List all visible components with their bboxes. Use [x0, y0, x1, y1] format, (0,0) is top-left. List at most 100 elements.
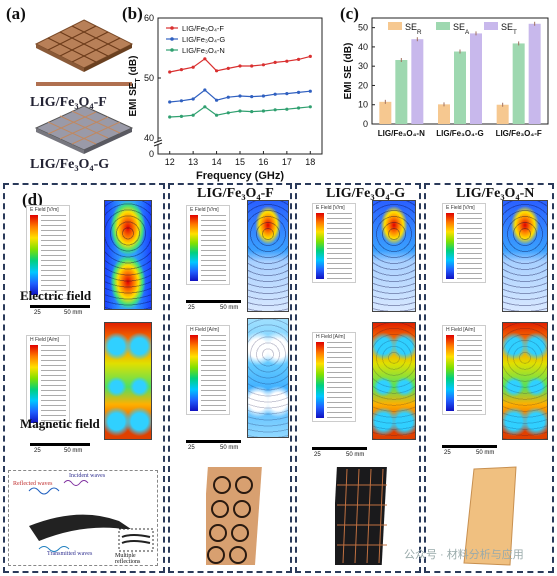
scale-right-h-col1: 50 mm [64, 448, 83, 454]
series-2-point-9 [273, 108, 277, 112]
bar-1-1 [454, 51, 466, 124]
row-label-electric: Electric field [20, 288, 92, 303]
series-0-point-8 [261, 63, 266, 67]
legend-h-title: H Field [A/m] [30, 337, 59, 343]
scale-bar-h-f [186, 440, 241, 443]
series-2-point-2 [191, 113, 195, 117]
series-line-0 [169, 55, 311, 73]
series-1-point-4 [214, 98, 219, 102]
scale-bar-h-n [442, 445, 497, 448]
column-title-n: LIG/Fe₃O₄-N [456, 186, 535, 201]
series-0-point-9 [273, 60, 277, 64]
series-1-point-6 [238, 94, 242, 98]
c-x-tick-label-0: LIG/Fe₃O₄-N [378, 129, 425, 138]
series-2-point-1 [179, 114, 184, 118]
x-tick-label-2: 14 [212, 157, 222, 167]
panel-d-col-g [295, 183, 421, 573]
e-field-map-col1 [104, 200, 152, 310]
c-legend-label-2: SET [501, 22, 517, 36]
legend-marker-1 [170, 37, 174, 41]
chart-c-bar: 0 10 20 30 40 50 LIG/Fe₃O₄-N LIG/Fe₃O₄-G LIG/Fe₃… [343, 17, 549, 138]
scale-bar-h-col1 [30, 443, 90, 446]
label-reflected-waves: Reflected waves [13, 481, 53, 487]
label-device-f: LIG/Fe₃O₄-F [30, 95, 107, 110]
legend-h-col-n: H Field [A/m] [442, 325, 486, 415]
legend-e-col-n: E Field [V/m] [442, 203, 486, 283]
chart-b-line: 12 13 14 15 16 17 18 40 50 60 0 LIG/Fe₃O₄-F LIG/Fe₃O… [128, 13, 323, 182]
legend-h-col-g: H Field [A/m] [312, 332, 356, 422]
series-2-point-12 [308, 105, 312, 109]
label-device-g: LIG/Fe₃O₄-G [30, 157, 110, 172]
axis-break-gap [155, 141, 161, 145]
bar-0-0 [379, 101, 392, 124]
series-0-point-0 [168, 70, 172, 74]
bar-1-0 [438, 104, 450, 124]
c-x-tick-label-2: LIG/Fe₃O₄-F [496, 129, 542, 138]
series-0-point-10 [285, 59, 289, 63]
x-axis-label: Frequency (GHz) [196, 170, 284, 182]
legend-h-col1: H Field [A/m] [26, 335, 70, 427]
axis-break-mark-2 [153, 142, 163, 147]
series-2-point-11 [296, 106, 301, 110]
x-tick-label-4: 16 [258, 157, 268, 167]
panel-label-c: (c) [340, 4, 359, 23]
column-title-f: LIG/Fe₃O₄-F [197, 186, 274, 201]
series-1-point-10 [285, 92, 289, 96]
series-1-point-0 [168, 100, 172, 104]
c-x-tick-label-1: LIG/Fe₃O₄-G [436, 129, 484, 138]
h-field-map-col1 [104, 322, 152, 440]
legend-e-title-f: E Field [V/m] [190, 207, 219, 213]
panel-d-col-overview [3, 183, 165, 573]
series-2-point-5 [226, 111, 230, 115]
panel-label-b: (b) [122, 4, 143, 23]
legend-h-col-f: H Field [A/m] [186, 325, 230, 415]
series-1-point-12 [308, 89, 312, 93]
series-1-point-2 [191, 97, 195, 101]
scale-left-e-col1: 25 [34, 310, 41, 316]
series-0-point-5 [226, 66, 230, 70]
bar-0-1 [395, 60, 408, 124]
c-legend-swatch-2 [484, 22, 498, 30]
legend-e-title-g: E Field [V/m] [316, 205, 345, 211]
series-0-point-3 [203, 57, 207, 61]
transmitted-wave [38, 546, 70, 552]
column-title-g: LIG/Fe₃O₄-G [326, 186, 406, 201]
scale-right-e-col1: 50 mm [64, 310, 83, 316]
legend-label-2: LIG/Fe₃O₄-N [182, 46, 225, 55]
e-field-map-f [247, 200, 289, 312]
legend-marker-2 [170, 48, 174, 52]
watermark: 公众号 · 材料分析与应用 [404, 549, 524, 561]
bar-0-2 [411, 39, 424, 125]
schematic-drawing [28, 480, 154, 552]
c-y-tick-label-2: 20 [358, 80, 368, 90]
series-1-point-8 [261, 94, 266, 98]
series-0-point-2 [191, 65, 195, 69]
series-2-point-4 [214, 113, 219, 117]
series-0-point-12 [308, 54, 312, 59]
scale-left-e-f: 25 [188, 305, 195, 311]
series-1-point-7 [250, 95, 254, 99]
label-multiple-reflections: Multiple reflections [115, 553, 141, 565]
c-y-tick-label-1: 10 [358, 100, 368, 110]
series-2-point-8 [261, 109, 266, 113]
c-y-tick-label-5: 50 [358, 23, 368, 33]
scale-left-h-f: 25 [188, 445, 195, 451]
label-incident-waves: Incident waves [69, 473, 106, 479]
bar-2-1 [512, 43, 525, 124]
h-field-map-f [247, 318, 289, 438]
c-legend-label-1: SEA [453, 22, 470, 36]
series-1-point-9 [273, 92, 277, 96]
c-y-tick-label-4: 40 [358, 42, 368, 52]
h-field-map-n [502, 322, 548, 440]
y-tick-label-zero: 0 [149, 149, 154, 159]
series-0-point-6 [238, 64, 242, 68]
c-legend-label-0: SER [405, 22, 422, 36]
device-g-grid [47, 110, 121, 145]
bar-2-0 [496, 104, 509, 124]
series-0-point-7 [250, 64, 254, 68]
e-field-map-g [372, 200, 416, 312]
legend-e-col-g: E Field [V/m] [312, 203, 356, 283]
series-1-point-5 [226, 95, 230, 99]
shield-layer [29, 514, 134, 541]
series-2-point-6 [238, 109, 242, 113]
